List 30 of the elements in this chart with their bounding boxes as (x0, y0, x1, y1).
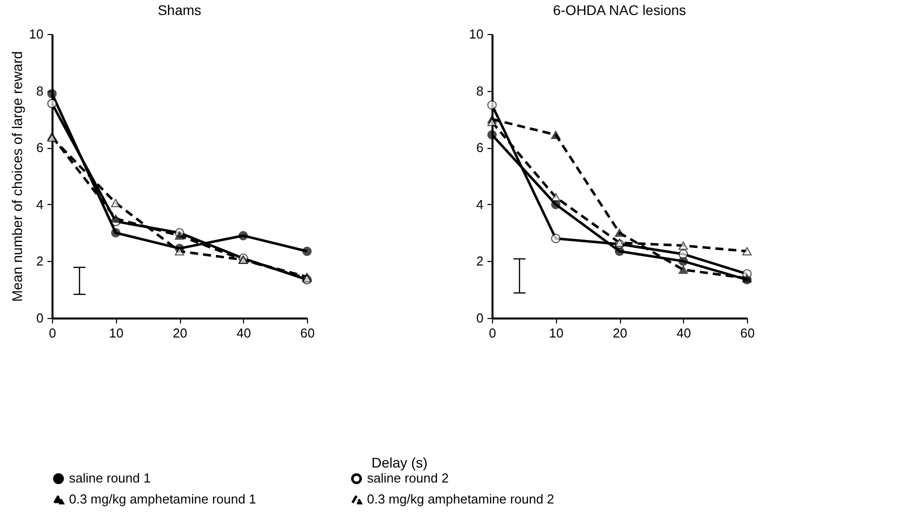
y-tick-label: 8 (476, 83, 484, 98)
x-tick-label: 40 (676, 326, 691, 340)
chart-title: 6-OHDA NAC lesions (552, 2, 686, 18)
x-tick-label: 0 (48, 326, 56, 340)
x-tick-label: 60 (740, 326, 755, 340)
y-tick-label: 6 (476, 140, 484, 156)
y-tick-label: 8 (36, 83, 44, 98)
x-tick-label: 60 (300, 326, 315, 340)
y-tick-label: 2 (476, 254, 484, 269)
y-tick-label: 0 (476, 310, 484, 326)
y-tick-label: 10 (469, 26, 484, 42)
x-tick-label: 20 (172, 326, 188, 340)
y-tick-label: 6 (36, 140, 44, 156)
y-tick-label: 4 (476, 196, 484, 212)
legend-label: saline round 2 (367, 470, 449, 486)
legend-label: 0.3 mg/kg amphetamine round 2 (367, 492, 554, 506)
chart-title: Shams (158, 2, 202, 18)
y-tick-label: 2 (36, 254, 44, 269)
legend-label: saline round 1 (69, 470, 151, 486)
legend-label: 0.3 mg/kg amphetamine round 1 (69, 492, 256, 506)
x-tick-label: 10 (549, 326, 564, 340)
x-tick-label: 40 (236, 326, 251, 340)
x-tick-label: 20 (612, 326, 628, 340)
y-axis-title: Mean number of choices of large reward (9, 51, 26, 302)
x-tick-label: 10 (109, 326, 124, 340)
y-tick-label: 0 (36, 310, 44, 326)
y-tick-label: 10 (29, 26, 44, 42)
y-tick-label: 4 (36, 196, 44, 212)
x-axis-title: Delay (s) (371, 454, 428, 470)
x-tick-label: 0 (488, 326, 496, 340)
